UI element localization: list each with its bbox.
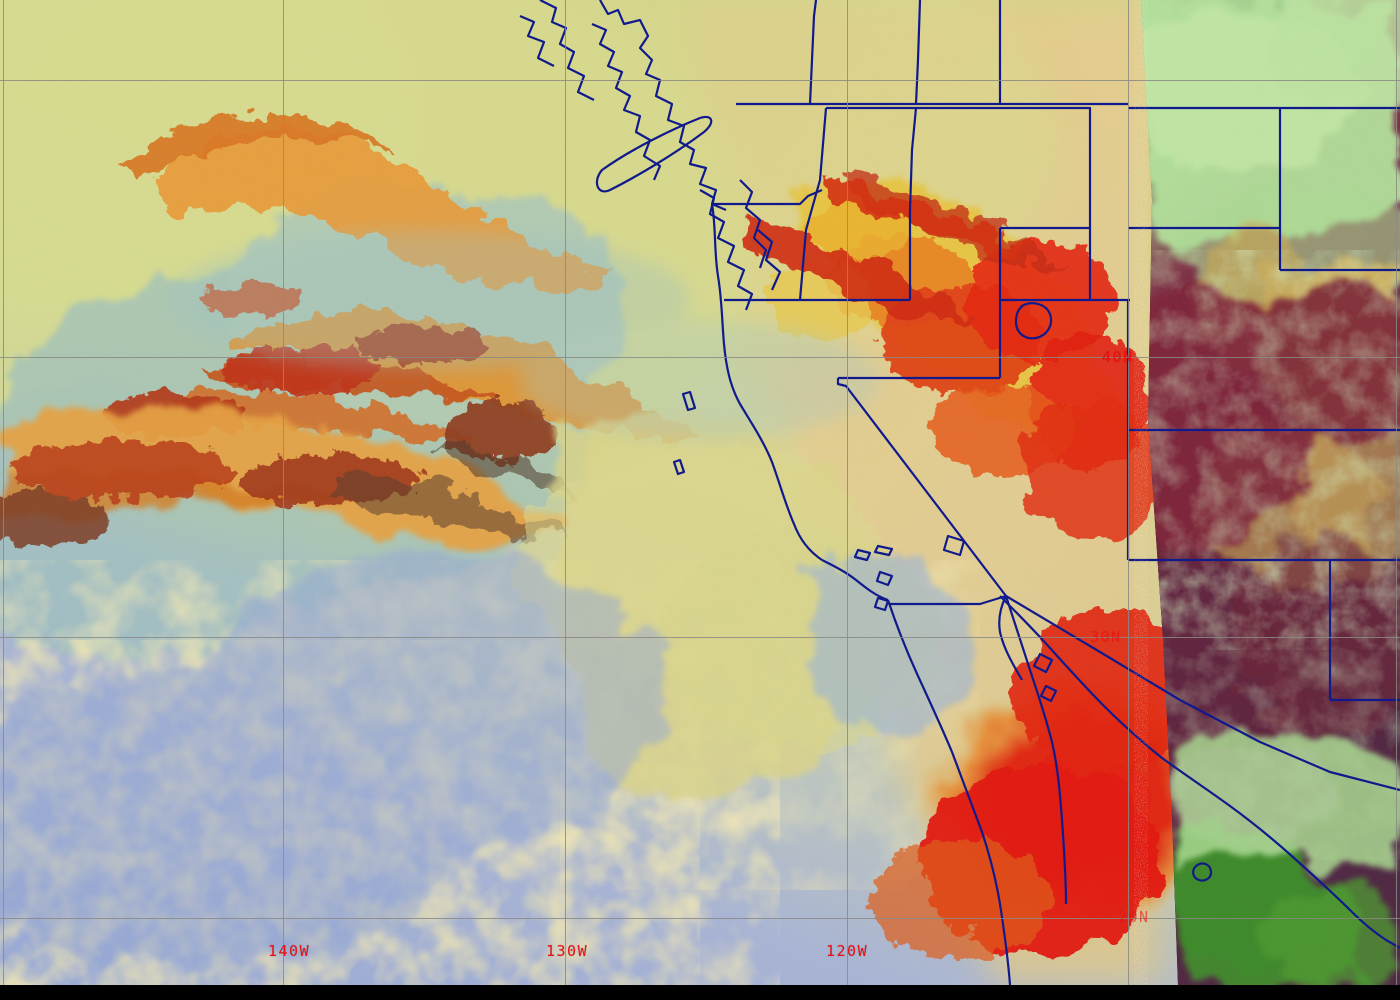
gridline-horizontal [0,637,1400,638]
night-side-scene [1141,0,1400,985]
gridline-horizontal [0,357,1400,358]
caption-bar: GOES-18 RGB DAY:R=C2 G=C7-14 B=C14 NIGHT… [0,985,1400,1000]
gridline-vertical [1128,0,1129,985]
longitude-label-120w: 120W [826,942,869,960]
day-side-scene [0,0,1178,985]
latitude-label-40n: 40N [1102,348,1134,366]
longitude-label-130w: 130W [546,942,589,960]
latitude-label-20n: 20N [1118,908,1150,926]
coastline-and-borders-layer [519,0,1400,985]
gridline-horizontal [0,80,1400,81]
gridline-vertical [283,0,284,985]
gridline-vertical [565,0,566,985]
latitude-label-30n: 30N [1090,628,1122,646]
gridline-horizontal [0,918,1400,919]
gridline-vertical [1396,0,1397,985]
gridline-vertical [847,0,848,985]
gridline-vertical [3,0,4,985]
longitude-label-140w: 140W [268,942,311,960]
